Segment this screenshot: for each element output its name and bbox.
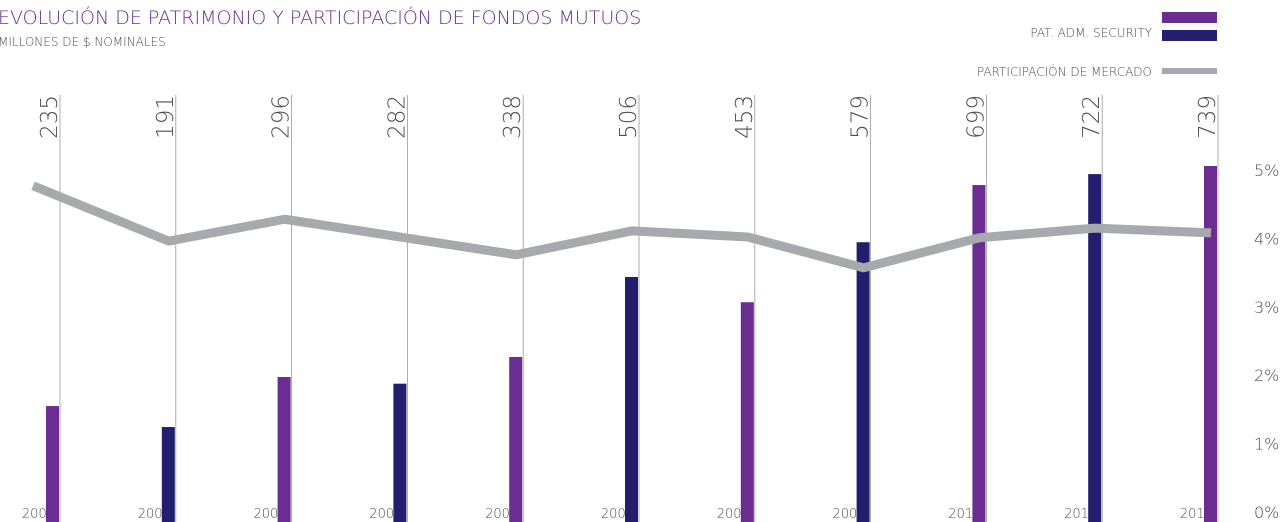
legend-swatch (1162, 68, 1217, 74)
value-label: 739 (1195, 95, 1221, 139)
bar (856, 242, 870, 522)
legend-label: PARTICIPACIÓN DE MERCADO (977, 64, 1152, 79)
bar (509, 357, 523, 522)
bar (625, 276, 638, 522)
value-label: 699 (963, 95, 989, 139)
value-label: 191 (153, 95, 179, 139)
value-label: 296 (269, 95, 295, 139)
bar (46, 406, 59, 522)
chart-title: EVOLUCIÓN DE PATRIMONIO Y PARTICIPACIÓN … (0, 5, 641, 29)
value-label: 722 (1079, 95, 1105, 139)
value-label: 338 (500, 95, 526, 139)
bar (1088, 174, 1102, 522)
value-label: 235 (37, 95, 63, 139)
bar (972, 185, 986, 522)
y2-tick-label: 0% (1254, 503, 1279, 522)
y2-tick-label: 5% (1254, 161, 1279, 180)
y2-tick-label: 4% (1254, 229, 1279, 248)
bar (740, 302, 754, 522)
value-label: 506 (616, 95, 642, 139)
legend-label: PAT. ADM. SECURITY (1030, 26, 1152, 40)
value-label: 579 (848, 95, 874, 139)
legend-swatch (1162, 12, 1217, 23)
y2-tick-label: 1% (1254, 435, 1279, 454)
bar (1204, 166, 1217, 522)
bar (161, 427, 175, 522)
bar (393, 383, 407, 522)
y2-tick-label: 2% (1254, 366, 1279, 385)
value-label: 282 (384, 95, 410, 139)
y2-tick-label: 3% (1254, 298, 1279, 317)
legend-swatch (1162, 30, 1217, 41)
bar (277, 377, 291, 522)
line (31, 181, 1212, 273)
value-label: 453 (732, 95, 758, 139)
chart-subtitle: MILLONES DE $ NOMINALES (0, 35, 166, 49)
